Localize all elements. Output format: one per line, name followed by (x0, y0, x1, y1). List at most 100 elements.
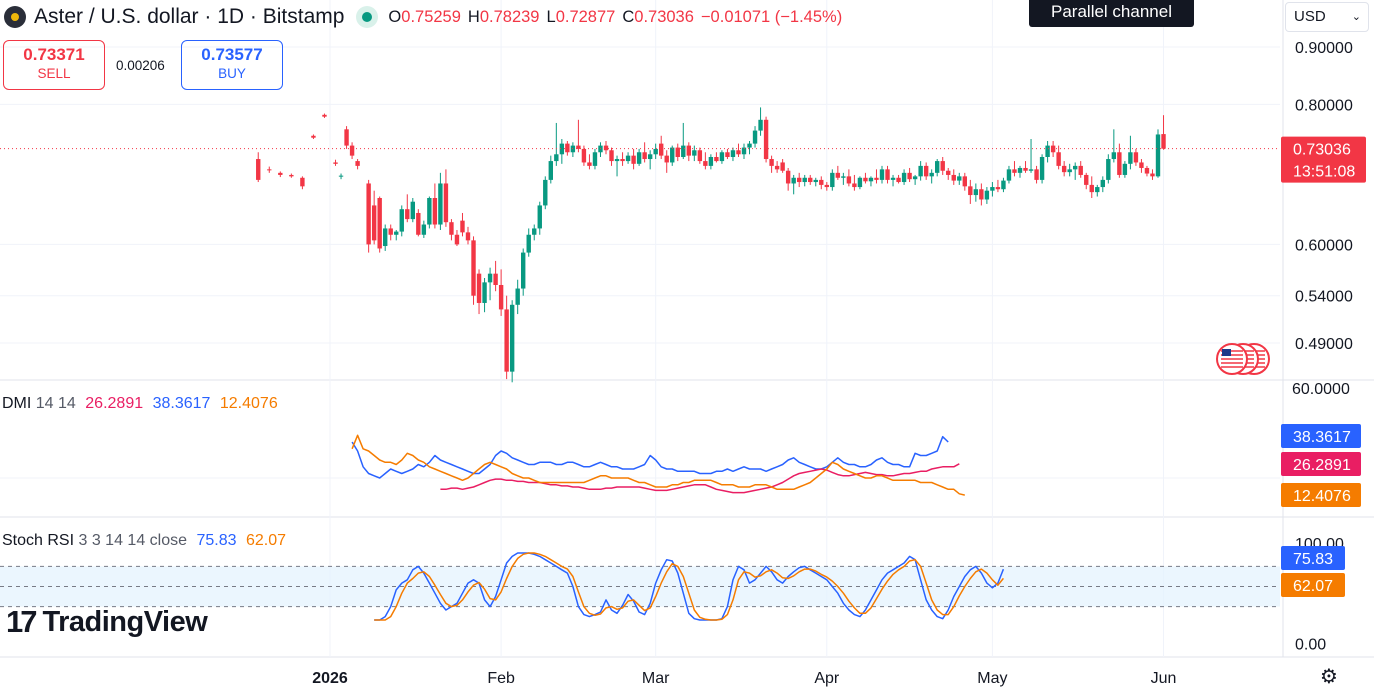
currency-select[interactable]: USD ⌄ (1285, 2, 1369, 32)
candle-body (824, 184, 829, 188)
time-tick-label: Jun (1151, 670, 1177, 687)
candle-body (620, 159, 625, 162)
candle-body (504, 309, 509, 372)
stoch-value-k: 75.83 (196, 532, 237, 549)
gridlines (0, 0, 1374, 658)
candle-body (874, 177, 879, 180)
time-tick-label: May (977, 670, 1007, 687)
spread-value: 0.00206 (116, 58, 165, 73)
stoch-rsi-legend[interactable]: Stoch RSI 3 3 14 14 close 75.83 62.07 (2, 532, 286, 550)
dmi-value-label: 12.4076 (1293, 488, 1351, 505)
time-tick-label: Apr (814, 670, 840, 687)
dmi-legend[interactable]: DMI 14 14 26.2891 38.3617 12.4076 (2, 395, 278, 413)
low-value: 0.72877 (555, 7, 616, 26)
candle-body (990, 187, 995, 191)
candle-body (405, 209, 410, 220)
candle-body (1133, 152, 1139, 163)
candle-body (819, 179, 824, 185)
candle-body (465, 232, 471, 241)
dmi-value-badge (1281, 424, 1361, 448)
candle-body (355, 161, 360, 166)
candle-body (1155, 134, 1161, 177)
candle-body (443, 183, 449, 223)
candle-body (736, 150, 741, 155)
candle-body (1006, 169, 1012, 181)
candle-body (1139, 162, 1144, 168)
candle-body (509, 304, 515, 372)
stoch-tick-label: 0.00 (1295, 636, 1326, 653)
dmi-params: 14 14 (35, 395, 76, 412)
candle-body (526, 234, 531, 253)
candle-body (1067, 169, 1072, 173)
candle-body (432, 197, 438, 225)
close-value: 0.73036 (634, 7, 694, 26)
dmi-value-badge (1281, 452, 1361, 476)
candle-body (554, 154, 559, 162)
candle-body (791, 177, 796, 184)
symbol-title[interactable]: Aster / U.S. dollar · 1D · Bitstamp (34, 5, 345, 28)
flag-badges[interactable] (1216, 343, 1270, 375)
candle-body (923, 165, 929, 177)
candle-body (338, 175, 344, 177)
candle-body (383, 228, 388, 247)
candle-body (890, 177, 896, 180)
candle-body (1089, 184, 1094, 193)
candle-body (559, 143, 565, 155)
settings-gear-icon[interactable]: ⚙ (1320, 666, 1338, 688)
candle-body (946, 170, 951, 175)
candle-body (1017, 167, 1023, 173)
price-tick-label: 0.60000 (1295, 237, 1353, 254)
candle-body (785, 170, 791, 184)
buy-button[interactable]: 0.73577 BUY (181, 40, 283, 90)
candle-body (896, 177, 901, 183)
candle-body (995, 187, 1001, 190)
candle-body (515, 288, 520, 305)
candle-body (1023, 167, 1028, 171)
candle-body (741, 147, 747, 155)
change-value: −0.01071 (−1.45%) (700, 7, 843, 26)
stoch-series-line (374, 552, 1004, 621)
candle-body (565, 143, 570, 153)
candle-body (333, 162, 338, 164)
candle-body (256, 159, 261, 180)
candle-body (1100, 179, 1105, 188)
candle-body (780, 162, 785, 171)
candle-body (532, 228, 537, 235)
countdown-label: 13:51:08 (1293, 164, 1355, 181)
candle-body (366, 183, 371, 245)
candle-body (1117, 152, 1122, 175)
time-tick-label: Mar (642, 670, 670, 687)
candle-body (681, 145, 686, 157)
tradingview-logo[interactable]: 17 TradingView (6, 604, 208, 640)
candle-body (763, 119, 769, 160)
candle-body (1012, 169, 1017, 173)
candle-body (636, 152, 642, 164)
dmi-value-minus: 26.2891 (85, 395, 144, 412)
candle-body (868, 177, 874, 182)
time-axis[interactable]: 2026 Feb Mar Apr May Jun (312, 670, 1176, 687)
candle-body (548, 161, 553, 180)
candle-body (774, 165, 780, 170)
candle-body (647, 154, 653, 160)
last-price-badge (1281, 136, 1366, 183)
candle-body (1128, 152, 1133, 164)
candle-body (808, 177, 813, 183)
candle-body (747, 143, 752, 148)
candle-body (609, 150, 614, 162)
candle-body (697, 150, 703, 162)
price-tick-label: 0.49000 (1295, 336, 1353, 353)
candle-body (730, 150, 736, 157)
candle-body (482, 282, 487, 303)
candle-body (962, 176, 967, 187)
candle-body (438, 183, 443, 225)
dmi-series-line (351, 435, 949, 479)
candle-body (614, 159, 620, 162)
aster-logo-icon[interactable] (4, 6, 26, 28)
sell-button[interactable]: 0.73371 SELL (3, 40, 105, 90)
dmi-lines (351, 434, 965, 496)
market-status-icon[interactable] (356, 6, 379, 28)
candle-body (394, 231, 399, 235)
candle-body (912, 176, 918, 180)
price-axis[interactable]: 0.90000 0.80000 0.60000 0.54000 0.49000 0.730… (1281, 40, 1366, 653)
